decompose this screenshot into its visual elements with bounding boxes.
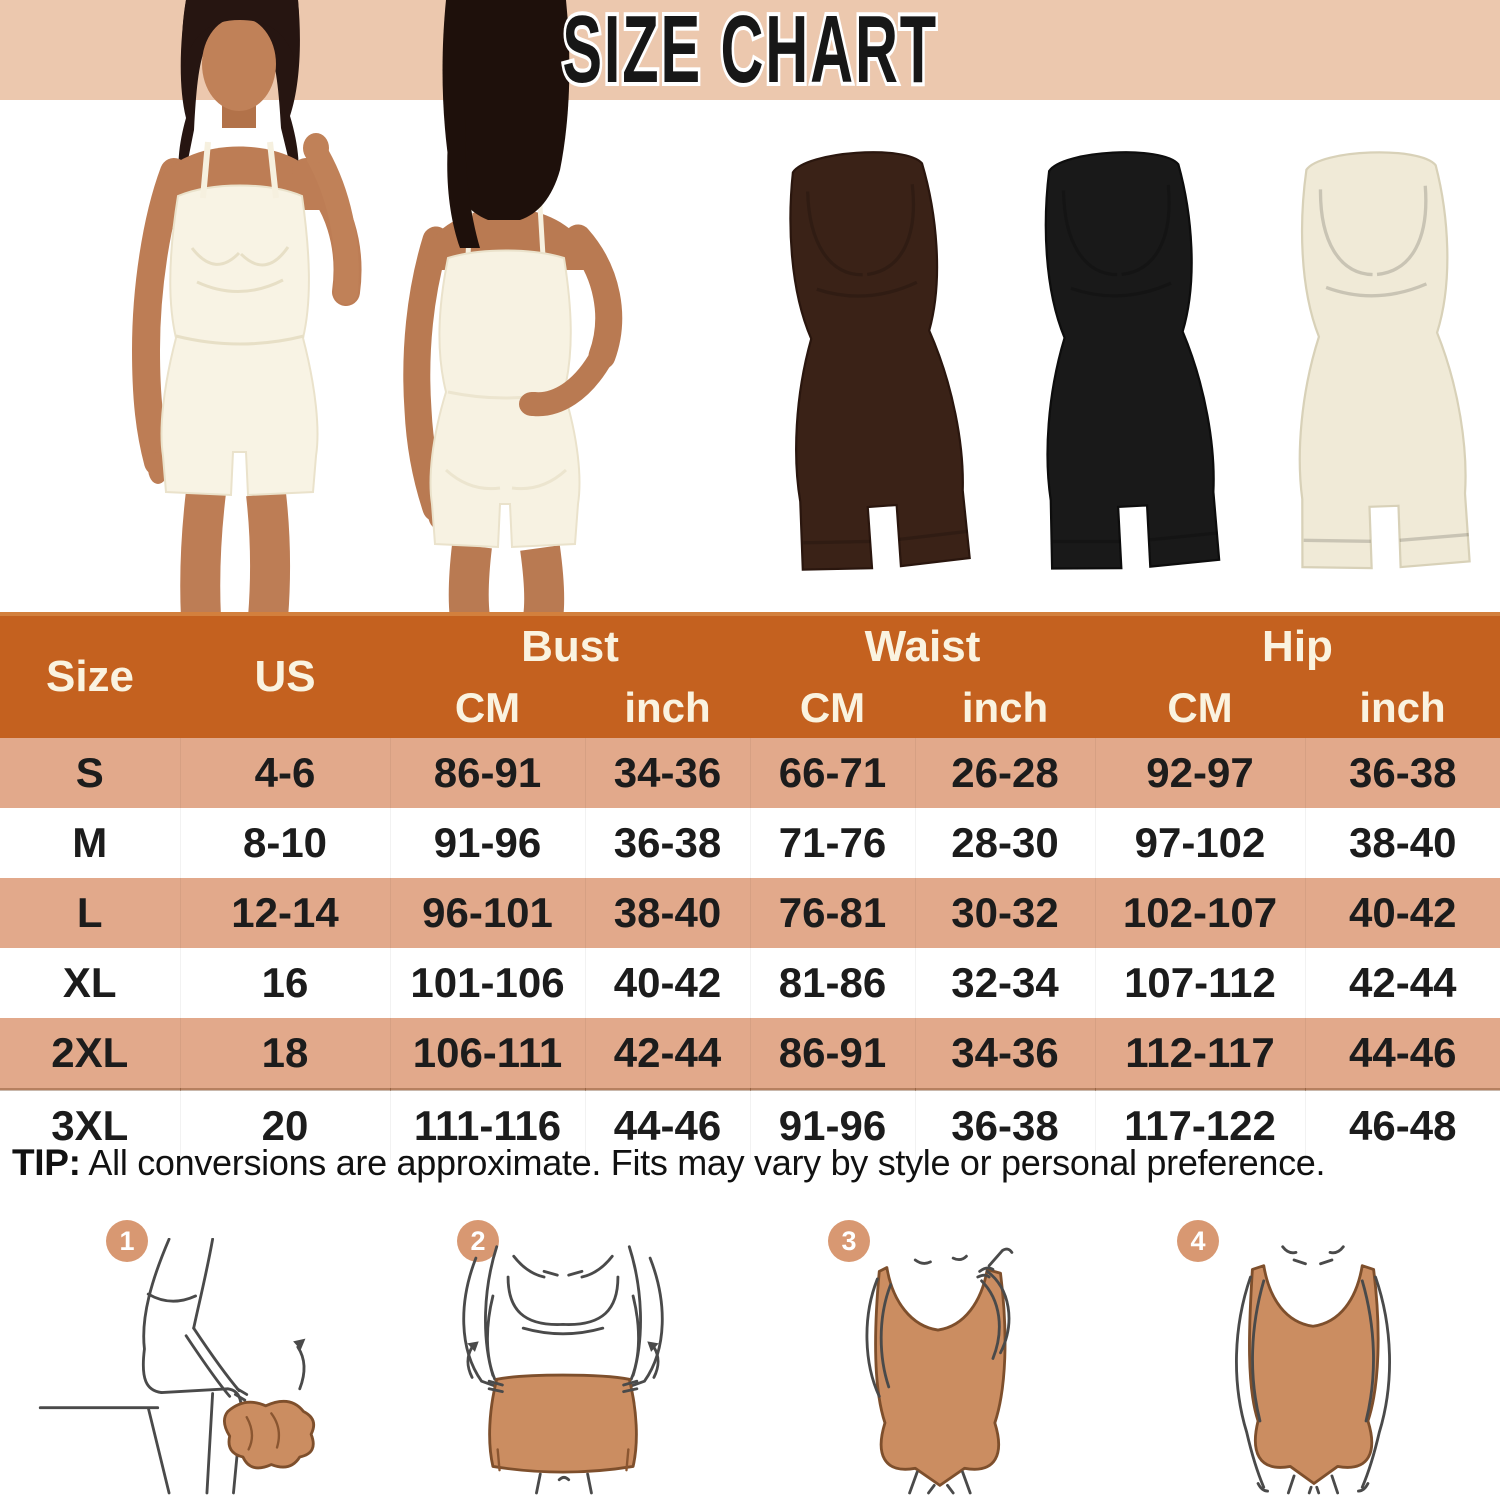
- col-header-us: US: [180, 612, 390, 738]
- table-cell: 86-91: [390, 738, 586, 808]
- table-cell: 86-91: [750, 1018, 916, 1090]
- table-cell: 46-48: [1349, 1102, 1457, 1149]
- table-cell: 44-46: [1349, 1029, 1457, 1076]
- col-header-size: Size: [0, 612, 180, 738]
- table-cell: L: [0, 878, 181, 948]
- table-cell: 20: [180, 1089, 391, 1161]
- subheader-bust-cm: CM: [390, 678, 585, 738]
- table-row-l: L 12-14 96-101 38-40 76-81 30-32 102-107…: [0, 878, 1500, 948]
- table-cell: 36-38: [585, 808, 751, 878]
- step-1-illustration: [38, 1238, 315, 1495]
- page-title: SIZE CHART: [562, 0, 938, 102]
- step-2-pull-over-hips: 2: [375, 1212, 750, 1500]
- table-cell: 4-6: [180, 738, 391, 808]
- tip-label: TIP:: [12, 1142, 81, 1183]
- table-cell: S: [0, 738, 181, 808]
- table-cell: 38-40: [1349, 819, 1457, 866]
- table-cell: 32-34: [915, 948, 1096, 1018]
- colorway-shots: [748, 104, 1500, 616]
- table-cell: 81-86: [750, 948, 916, 1018]
- table-row-m: M 8-10 91-96 36-38 71-76 28-30 97-102 38…: [0, 808, 1500, 878]
- table-cell: 2XL: [0, 1018, 181, 1090]
- model-photos-front-back: [131, 0, 623, 618]
- col-header-bust: Bust: [390, 612, 750, 678]
- table-cell: 92-97: [1095, 738, 1306, 808]
- garment-ivory: [1255, 104, 1500, 610]
- garment-black: [1001, 104, 1246, 610]
- table-cell: 101-106: [390, 948, 586, 1018]
- table-cell: 36-38: [915, 1089, 1096, 1161]
- tip-text: All conversions are approximate. Fits ma…: [80, 1142, 1326, 1183]
- table-cell: 18: [180, 1018, 391, 1090]
- table-cell: 112-117: [1095, 1018, 1306, 1090]
- table-cell: 97-102: [1095, 808, 1306, 878]
- table-cell: 107-112: [1095, 948, 1306, 1018]
- table-cell: 40-42: [1349, 889, 1457, 936]
- step-1-sit-and-step-in: 1: [0, 1212, 375, 1500]
- table-cell: 76-81: [750, 878, 916, 948]
- step-3-adjust-straps: 3: [750, 1212, 1125, 1500]
- table-cell: 91-96: [390, 808, 586, 878]
- table-cell: 106-111: [390, 1018, 586, 1090]
- table-cell: 102-107: [1095, 878, 1306, 948]
- step-2-illustration: [461, 1245, 664, 1495]
- table-cell: 34-36: [585, 738, 751, 808]
- table-cell: 38-40: [585, 878, 751, 948]
- table-cell: 16: [180, 948, 391, 1018]
- step-4-finished-fit: 4: [1125, 1212, 1500, 1500]
- table-cell: 91-96: [750, 1089, 916, 1161]
- table-cell: 40-42: [585, 948, 751, 1018]
- model-back-view: [403, 0, 623, 618]
- step-number-badge: 1: [106, 1220, 148, 1262]
- table-cell: 42-44: [1349, 959, 1457, 1006]
- table-cell: 111-116: [390, 1089, 586, 1161]
- subheader-hip-inch: inch: [1305, 678, 1500, 738]
- product-photos: [0, 0, 1500, 618]
- subheader-waist-cm: CM: [750, 678, 915, 738]
- table-cell: 28-30: [915, 808, 1096, 878]
- table-cell: M: [0, 808, 181, 878]
- table-cell: 44-46: [585, 1089, 751, 1161]
- tip-line: TIP: All conversions are approximate. Fi…: [12, 1142, 1492, 1184]
- table-cell: 71-76: [750, 808, 916, 878]
- step-number-badge: 3: [828, 1220, 870, 1262]
- step-4-illustration: [1234, 1245, 1391, 1495]
- model-front-view: [131, 0, 362, 618]
- col-header-hip: Hip: [1095, 612, 1500, 678]
- col-header-waist: Waist: [750, 612, 1095, 678]
- step-3-illustration: [865, 1247, 1013, 1495]
- page-title-wrap: SIZE CHART: [559, 0, 939, 102]
- size-table: Size US Bust Waist Hip CM inch CM inch C…: [0, 612, 1500, 1161]
- table-cell: 36-38: [1349, 749, 1457, 796]
- table-cell: 117-122: [1095, 1089, 1306, 1161]
- table-cell: 96-101: [390, 878, 586, 948]
- step-number-badge: 2: [457, 1220, 499, 1262]
- table-cell: 66-71: [750, 738, 916, 808]
- garment-brown: [748, 104, 993, 610]
- table-row-2xl: 2XL 18 106-111 42-44 86-91 34-36 112-117…: [0, 1018, 1500, 1090]
- table-cell: 8-10: [180, 808, 391, 878]
- how-to-wear-steps: 1 2: [0, 1212, 1500, 1500]
- table-cell: 26-28: [915, 738, 1096, 808]
- table-row-s: S 4-6 86-91 34-36 66-71 26-28 92-97 36-3…: [0, 738, 1500, 808]
- table-row-xl: XL 16 101-106 40-42 81-86 32-34 107-112 …: [0, 948, 1500, 1018]
- step-number-badge: 4: [1177, 1220, 1219, 1262]
- table-cell: 42-44: [585, 1018, 751, 1090]
- subheader-waist-inch: inch: [915, 678, 1095, 738]
- table-cell: XL: [0, 948, 181, 1018]
- table-cell: 30-32: [915, 878, 1096, 948]
- table-cell: 3XL: [0, 1089, 181, 1161]
- table-row-3xl: 3XL 20 111-116 44-46 91-96 36-38 117-122…: [0, 1089, 1500, 1161]
- subheader-hip-cm: CM: [1095, 678, 1305, 738]
- table-cell: 12-14: [180, 878, 391, 948]
- table-cell: 34-36: [915, 1018, 1096, 1090]
- subheader-bust-inch: inch: [585, 678, 750, 738]
